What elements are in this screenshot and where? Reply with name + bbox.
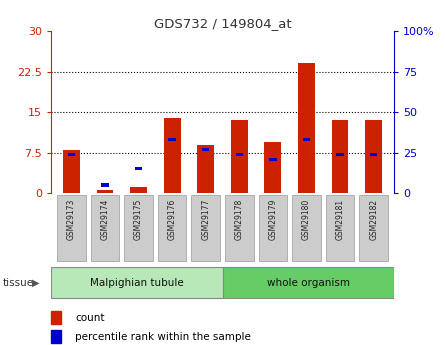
Text: GSM29178: GSM29178: [235, 199, 244, 240]
Bar: [235, 152, 243, 156]
Text: GSM29182: GSM29182: [369, 199, 378, 240]
FancyBboxPatch shape: [124, 195, 153, 261]
Bar: [130, 187, 147, 193]
Text: tissue: tissue: [2, 278, 33, 288]
FancyBboxPatch shape: [91, 195, 119, 261]
Bar: [332, 120, 348, 193]
Bar: [231, 120, 248, 193]
Text: Malpighian tubule: Malpighian tubule: [90, 278, 184, 288]
Bar: [101, 184, 109, 187]
Bar: [68, 152, 75, 156]
Bar: [298, 63, 315, 193]
FancyBboxPatch shape: [292, 195, 321, 261]
Text: GSM29179: GSM29179: [268, 199, 277, 240]
Text: GSM29173: GSM29173: [67, 199, 76, 240]
Text: GSM29180: GSM29180: [302, 199, 311, 240]
Bar: [264, 142, 281, 193]
Bar: [336, 152, 344, 156]
FancyBboxPatch shape: [51, 267, 223, 298]
Bar: [63, 150, 80, 193]
FancyBboxPatch shape: [191, 195, 220, 261]
Bar: [365, 120, 382, 193]
Text: GSM29174: GSM29174: [101, 199, 109, 240]
FancyBboxPatch shape: [225, 195, 254, 261]
FancyBboxPatch shape: [57, 195, 85, 261]
FancyBboxPatch shape: [326, 195, 354, 261]
Bar: [303, 138, 310, 141]
Bar: [51, 311, 61, 324]
Bar: [97, 190, 113, 193]
Bar: [135, 167, 142, 170]
Bar: [51, 330, 61, 343]
FancyBboxPatch shape: [158, 195, 186, 261]
FancyBboxPatch shape: [259, 195, 287, 261]
FancyBboxPatch shape: [222, 267, 394, 298]
Bar: [197, 145, 214, 193]
Bar: [164, 118, 181, 193]
Bar: [370, 152, 377, 156]
Bar: [202, 148, 210, 151]
Text: ▶: ▶: [32, 278, 40, 288]
Text: percentile rank within the sample: percentile rank within the sample: [75, 332, 251, 342]
Text: GDS732 / 149804_at: GDS732 / 149804_at: [154, 17, 291, 30]
Text: GSM29177: GSM29177: [201, 199, 210, 240]
Bar: [269, 158, 277, 161]
Text: count: count: [75, 313, 105, 323]
Text: GSM29175: GSM29175: [134, 199, 143, 240]
Text: GSM29181: GSM29181: [336, 199, 344, 240]
Bar: [168, 138, 176, 141]
FancyBboxPatch shape: [360, 195, 388, 261]
Text: whole organism: whole organism: [267, 278, 350, 288]
Text: GSM29176: GSM29176: [168, 199, 177, 240]
